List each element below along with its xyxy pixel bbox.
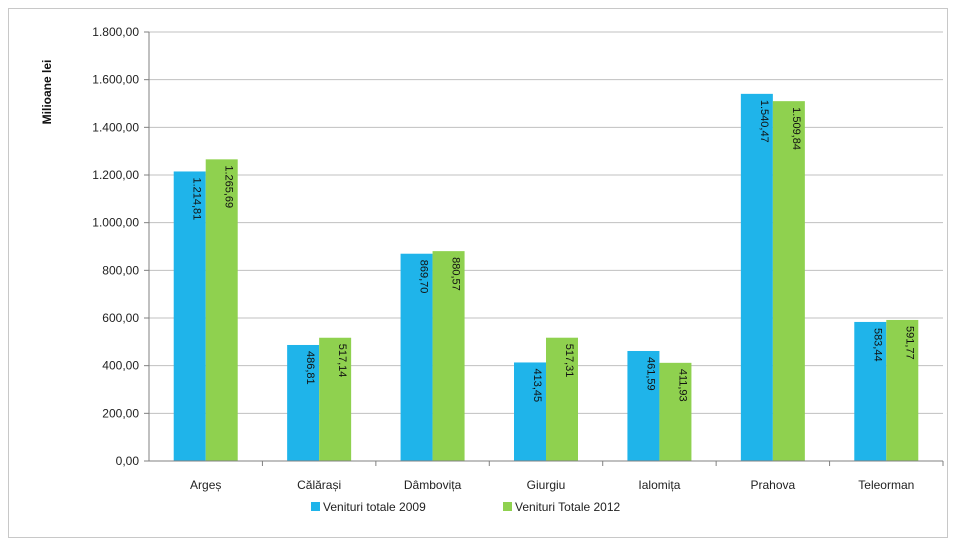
y-tick-label: 200,00 — [102, 406, 139, 420]
category-label: Giurgiu — [527, 478, 566, 492]
category-label: Dâmbovița — [404, 478, 462, 492]
y-tick-label: 600,00 — [102, 311, 139, 325]
category-label: Teleorman — [858, 478, 914, 492]
data-label: 486,81 — [304, 351, 316, 385]
y-tick-label: 800,00 — [102, 263, 139, 277]
bar-2012 — [773, 101, 805, 461]
y-axis-ticks: 0,00 200,00 400,00 600,00 800,00 1.000,00 1.20… — [92, 25, 149, 468]
category-label: Ialomița — [638, 478, 680, 492]
category-label: Călărași — [297, 478, 341, 492]
data-label: 583,44 — [871, 328, 883, 362]
data-label: 591,77 — [903, 326, 915, 360]
y-tick-label: 1.800,00 — [92, 25, 139, 39]
y-tick-label: 1.600,00 — [92, 73, 139, 87]
legend-swatch — [311, 502, 320, 511]
data-label: 1.265,69 — [223, 165, 235, 208]
x-axis-categories: Argeș Călărași Dâmbovița Giurgiu Ialomița Pra… — [190, 461, 943, 492]
y-tick-label: 400,00 — [102, 359, 139, 373]
data-label: 461,59 — [644, 357, 656, 391]
legend-entry: Venituri Totale 2012 — [515, 500, 621, 514]
bars — [174, 94, 919, 461]
data-label: 517,31 — [563, 344, 575, 378]
bar-2009 — [741, 94, 773, 461]
y-tick-label: 0,00 — [116, 454, 140, 468]
category-label: Argeș — [190, 478, 221, 492]
data-label: 869,70 — [418, 260, 430, 294]
data-label: 411,93 — [676, 369, 688, 402]
legend-swatch — [503, 502, 512, 511]
data-label: 517,14 — [336, 344, 348, 378]
category-label: Prahova — [751, 478, 796, 492]
data-label: 1.509,84 — [790, 107, 802, 150]
data-label: 1.214,81 — [191, 177, 203, 220]
data-label: 880,57 — [450, 257, 462, 291]
data-label: 1.540,47 — [758, 100, 770, 143]
data-label: 413,45 — [531, 368, 543, 402]
bar-chart: 0,00 200,00 400,00 600,00 800,00 1.000,00 1.20… — [9, 9, 947, 537]
legend: Venituri totale 2009 Venituri Totale 2012 — [311, 500, 621, 514]
chart-frame: 0,00 200,00 400,00 600,00 800,00 1.000,00 1.20… — [8, 8, 948, 538]
y-tick-label: 1.000,00 — [92, 216, 139, 230]
y-tick-label: 1.200,00 — [92, 168, 139, 182]
y-tick-label: 1.400,00 — [92, 120, 139, 134]
legend-entry: Venituri totale 2009 — [323, 500, 426, 514]
y-axis-label: Milioane lei — [40, 60, 54, 125]
